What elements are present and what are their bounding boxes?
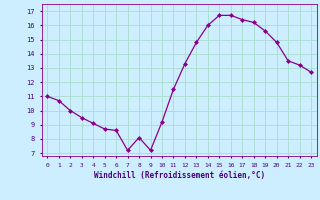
X-axis label: Windchill (Refroidissement éolien,°C): Windchill (Refroidissement éolien,°C) — [94, 171, 265, 180]
